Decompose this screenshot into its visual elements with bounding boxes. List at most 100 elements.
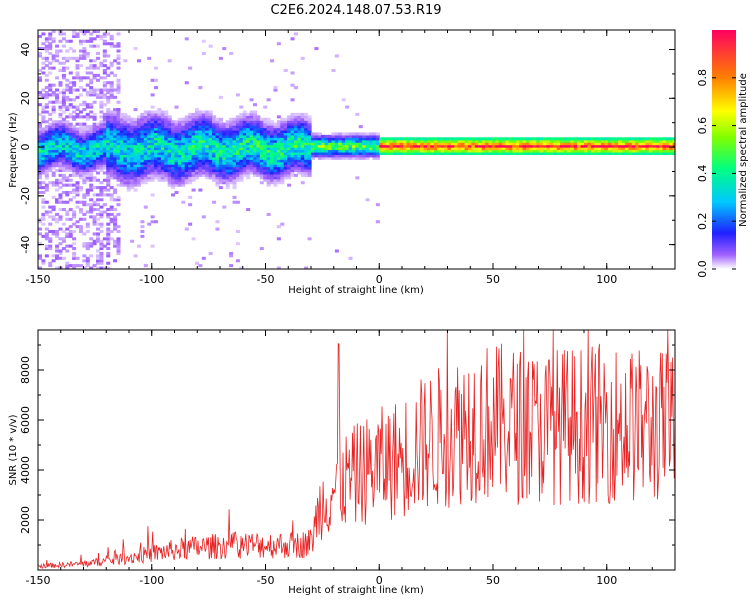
heatmap-cell xyxy=(454,149,459,153)
heatmap-cell xyxy=(252,110,257,114)
heatmap-cell xyxy=(61,125,66,129)
heatmap-cell xyxy=(177,129,182,134)
heatmap-cell xyxy=(252,169,257,173)
heatmap-cell xyxy=(287,176,292,180)
heatmap-cell xyxy=(485,137,490,141)
heatmap-cell xyxy=(194,161,199,165)
heatmap-cell xyxy=(672,139,675,143)
heatmap-cell xyxy=(133,173,138,177)
heatmap-cell xyxy=(116,142,121,146)
heatmap-cell xyxy=(242,169,247,173)
heatmap-cell xyxy=(464,151,469,155)
heatmap-cell xyxy=(133,151,138,155)
heatmap-cell xyxy=(167,142,172,146)
heatmap-cell xyxy=(113,222,118,226)
heatmap-cell xyxy=(140,161,145,165)
heatmap-cell xyxy=(488,137,493,141)
heatmap-cell xyxy=(348,139,353,143)
heatmap-cell xyxy=(317,132,322,136)
heatmap-cell xyxy=(474,147,479,151)
heatmap-cell xyxy=(106,266,111,269)
heatmap-cell xyxy=(48,42,53,46)
heatmap-cell xyxy=(283,129,288,134)
heatmap-cell xyxy=(96,159,101,163)
heatmap-cell xyxy=(355,142,360,146)
heatmap-cell xyxy=(51,259,56,263)
heatmap-cell xyxy=(280,139,285,143)
heatmap-cell xyxy=(171,193,176,197)
heatmap-cell xyxy=(607,139,612,143)
heatmap-cell xyxy=(297,171,302,175)
heatmap-cell xyxy=(171,181,176,185)
heatmap-cell xyxy=(304,132,309,136)
heatmap-cell xyxy=(89,173,94,177)
heatmap-cell xyxy=(280,120,285,124)
heatmap-cell xyxy=(225,144,230,148)
heatmap-cell xyxy=(96,66,101,70)
heatmap-cell xyxy=(68,47,73,51)
heatmap-cell xyxy=(44,137,49,141)
heatmap-cell xyxy=(160,154,165,158)
heatmap-cell xyxy=(358,149,363,153)
heatmap-cell xyxy=(75,34,80,38)
heatmap-cell xyxy=(75,147,80,151)
heatmap-cell xyxy=(119,115,124,119)
heatmap-cell xyxy=(102,54,107,58)
heatmap-cell xyxy=(44,227,49,231)
heatmap-cell xyxy=(102,178,107,182)
heatmap-cell xyxy=(92,93,97,97)
heatmap-cell xyxy=(304,137,309,141)
heatmap-cell xyxy=(229,134,234,138)
heatmap-cell xyxy=(252,127,257,131)
heatmap-cell xyxy=(140,134,145,138)
heatmap-cell xyxy=(113,176,118,180)
heatmap-cell xyxy=(194,156,199,160)
heatmap-cell xyxy=(113,125,118,129)
heatmap-cell xyxy=(55,159,60,163)
heatmap-cell xyxy=(48,169,53,173)
heatmap-cell xyxy=(102,51,107,55)
heatmap-cell xyxy=(150,134,155,138)
heatmap-cell xyxy=(437,151,442,155)
heatmap-cell xyxy=(48,161,53,165)
heatmap-cell xyxy=(324,151,329,155)
heatmap-cell xyxy=(78,42,83,46)
heatmap-cell xyxy=(58,217,63,221)
heatmap-cell xyxy=(96,73,101,77)
heatmap-cell xyxy=(99,161,104,165)
heatmap-cell xyxy=(143,159,148,163)
heatmap-cell xyxy=(154,127,159,131)
heatmap-cell xyxy=(532,144,537,148)
heatmap-cell xyxy=(68,115,73,119)
heatmap-cell xyxy=(208,142,213,146)
heatmap-cell xyxy=(194,166,199,170)
heatmap-cell xyxy=(113,239,118,243)
heatmap-cell xyxy=(194,142,199,146)
heatmap-cell xyxy=(109,166,114,170)
heatmap-cell xyxy=(515,151,520,155)
heatmap-cell xyxy=(266,120,271,124)
heatmap-cell xyxy=(116,49,121,53)
heatmap-cell xyxy=(123,125,128,129)
heatmap-cell xyxy=(150,137,155,141)
heatmap-cell xyxy=(150,125,155,129)
heatmap-cell xyxy=(560,149,565,153)
heatmap-cell xyxy=(184,178,189,182)
heatmap-cell xyxy=(55,93,60,97)
heatmap-cell xyxy=(106,232,111,236)
heatmap-cell xyxy=(338,147,343,151)
heatmap-cell xyxy=(140,225,145,229)
heatmap-cell xyxy=(41,110,46,114)
heatmap-cell xyxy=(38,144,43,148)
heatmap-cell xyxy=(116,88,121,92)
heatmap-cell xyxy=(515,137,520,141)
heatmap-cell xyxy=(167,164,172,168)
heatmap-cell xyxy=(174,154,179,158)
heatmap-cell xyxy=(72,164,77,168)
heatmap-cell xyxy=(61,32,66,36)
heatmap-cell xyxy=(157,110,162,114)
heatmap-cell xyxy=(450,139,455,143)
heatmap-cell xyxy=(372,142,377,146)
heatmap-cell xyxy=(300,144,305,148)
heatmap-cell xyxy=(140,127,145,131)
